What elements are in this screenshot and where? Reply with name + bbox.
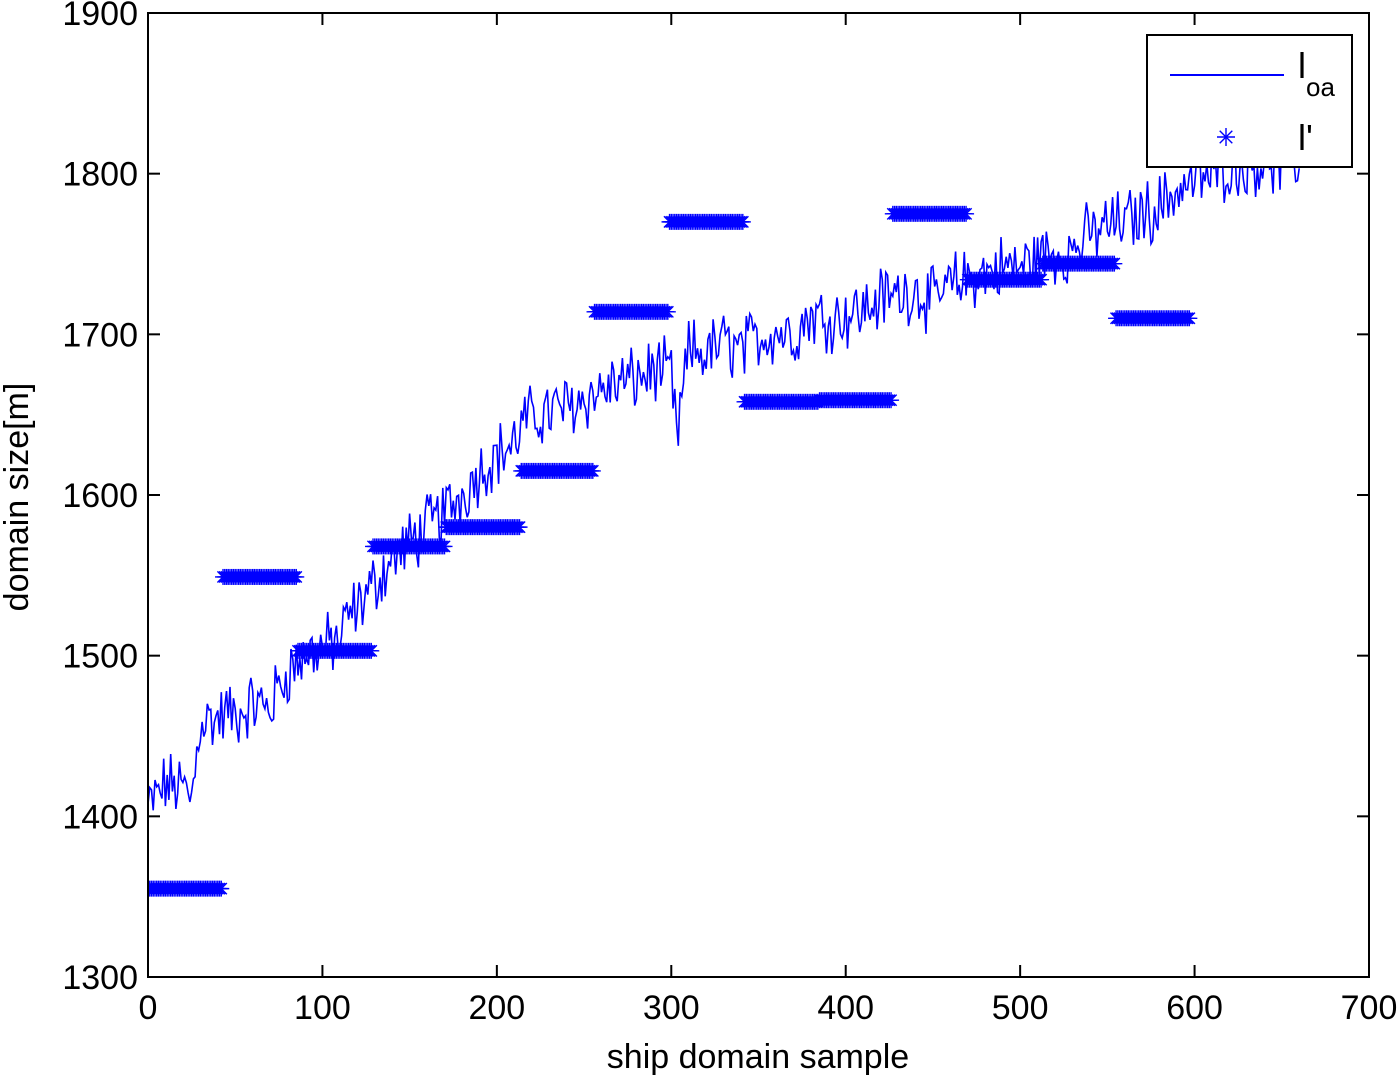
series-lprime-segment bbox=[1108, 310, 1198, 327]
series-lprime-point bbox=[436, 538, 453, 555]
y-tick-label: 1900 bbox=[62, 0, 138, 33]
series-lprime-segment bbox=[661, 213, 751, 230]
x-tick-label: 100 bbox=[294, 989, 351, 1027]
x-tick-label: 300 bbox=[643, 989, 700, 1027]
axis-ticks: 0 100 200 300 400 500 600 700 1300 1400 1500 1600 17… bbox=[62, 0, 1397, 1027]
legend-asterisk-marker bbox=[1217, 128, 1235, 146]
data-layer bbox=[148, 130, 1300, 897]
series-lprime-point bbox=[734, 213, 751, 230]
x-axis-label: ship domain sample bbox=[607, 1038, 909, 1076]
series-lprime-segment bbox=[215, 568, 305, 585]
series-lprime-point bbox=[1033, 271, 1050, 288]
series-lprime-segment bbox=[438, 519, 528, 536]
series-lprime-point bbox=[883, 392, 900, 409]
series-lprime-segment bbox=[586, 303, 676, 320]
series-lprime-point bbox=[511, 519, 528, 536]
series-lprime-segment bbox=[290, 642, 380, 659]
series-lprime-segment bbox=[1034, 255, 1123, 272]
x-tick-label: 0 bbox=[139, 989, 158, 1027]
series-lprime-segment bbox=[736, 393, 826, 410]
x-tick-label: 700 bbox=[1341, 989, 1398, 1027]
series-lprime-segment bbox=[959, 271, 1050, 288]
x-tick-label: 400 bbox=[817, 989, 874, 1027]
legend-label-loa-sub: oa bbox=[1306, 72, 1335, 102]
y-tick-label: 1500 bbox=[62, 638, 138, 676]
series-lprime-point bbox=[1106, 255, 1123, 272]
series-lprime-point bbox=[958, 205, 975, 222]
legend-asterisk bbox=[1217, 128, 1235, 146]
series-lprime-segment bbox=[811, 392, 900, 409]
series-lprime-point bbox=[363, 642, 380, 659]
series-lprime-segment bbox=[884, 205, 975, 222]
legend-label-lprime: l' bbox=[1298, 117, 1313, 158]
y-tick-label: 1600 bbox=[62, 477, 138, 515]
series-loa-line bbox=[148, 130, 1300, 811]
legend: loa l' bbox=[1146, 34, 1353, 168]
series-lprime-point bbox=[1181, 310, 1198, 327]
series-lprime-point bbox=[213, 880, 230, 897]
y-tick-label: 1700 bbox=[62, 316, 138, 354]
y-tick-label: 1300 bbox=[62, 959, 138, 997]
series-lprime-segment bbox=[148, 880, 230, 897]
legend-box bbox=[1146, 34, 1353, 168]
x-tick-label: 200 bbox=[468, 989, 525, 1027]
y-axis-label: domain size[m] bbox=[0, 383, 36, 612]
x-tick-label: 600 bbox=[1166, 989, 1223, 1027]
series-lprime-point bbox=[288, 568, 305, 585]
y-tick-label: 1400 bbox=[62, 798, 138, 836]
x-tick-label: 500 bbox=[992, 989, 1049, 1027]
legend-label-loa: loa bbox=[1298, 45, 1335, 102]
series-lprime-point bbox=[584, 462, 601, 479]
series-lprime-segment bbox=[513, 462, 601, 479]
series-lprime-point bbox=[659, 303, 676, 320]
legend-label-loa-main: l bbox=[1298, 45, 1306, 86]
series-lprime-segment bbox=[365, 538, 453, 555]
y-tick-label: 1800 bbox=[62, 156, 138, 194]
